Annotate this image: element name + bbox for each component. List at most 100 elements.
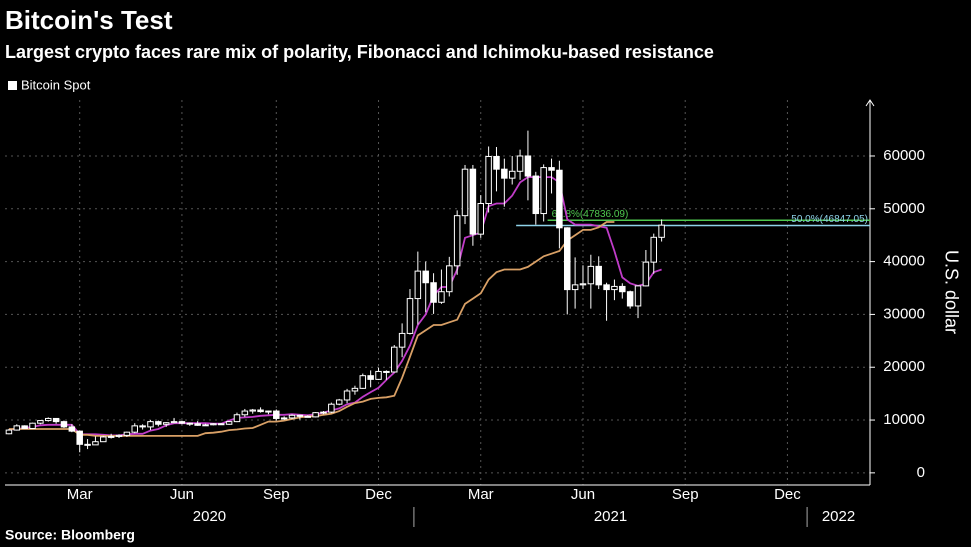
candle-body [650, 236, 658, 263]
candle-body [571, 284, 579, 291]
candle-body [217, 423, 225, 426]
year-label: 2022 [822, 508, 855, 525]
candle-body [178, 421, 186, 424]
candle-body [548, 167, 555, 171]
candle-body [540, 167, 547, 215]
x-tick-label: Mar [468, 486, 494, 503]
candle-body [508, 170, 516, 179]
candle-body [579, 283, 587, 286]
candle-body [524, 155, 532, 177]
candle-body [493, 156, 500, 170]
candle-body [626, 291, 634, 307]
y-tick-label: 0 [917, 464, 925, 481]
candle-body [265, 410, 272, 413]
year-label: 2020 [193, 508, 226, 525]
source: Source: Bloomberg [5, 527, 135, 543]
candle-body [485, 156, 492, 205]
candle-body [532, 175, 540, 215]
candle-body [430, 282, 437, 303]
candle-body [556, 169, 563, 229]
candle-body [320, 411, 327, 414]
candle-body [29, 422, 36, 429]
candle-body [100, 436, 107, 443]
y-tick-label: 10000 [883, 411, 925, 428]
candle-body [658, 224, 665, 238]
legend-swatch [8, 81, 17, 90]
candle-body [312, 412, 319, 418]
x-tick-label: Jun [170, 486, 194, 503]
candle-body [68, 426, 76, 432]
candle-body [328, 403, 335, 413]
candle-body [5, 429, 13, 435]
candle-body [453, 215, 461, 267]
candle-body [587, 265, 595, 285]
candle-body [186, 422, 194, 425]
y-tick-label: 40000 [883, 253, 925, 270]
candle-body [390, 346, 398, 373]
candle-body [21, 425, 28, 429]
y-axis-title: U.S. dollar [941, 250, 961, 334]
candle-body [469, 168, 477, 235]
candle-body [335, 399, 343, 405]
candle-body [13, 425, 21, 431]
candle-body [257, 409, 264, 413]
x-tick-label: Jun [571, 486, 595, 503]
candle-body [383, 370, 390, 373]
x-tick-label: Sep [263, 486, 290, 503]
y-tick-label: 60000 [883, 147, 925, 164]
candle-body [359, 375, 367, 389]
candle-body [343, 390, 351, 401]
candle-body [273, 410, 280, 419]
y-tick-label: 30000 [883, 305, 925, 322]
candle-body [37, 420, 44, 424]
candle-body [44, 417, 52, 422]
candle-body [76, 430, 83, 445]
candle-body [249, 409, 256, 412]
candle-body [210, 423, 217, 426]
candle-body [123, 431, 131, 436]
x-tick-label: Sep [672, 486, 699, 503]
candle-body [563, 227, 571, 291]
candle-body [438, 291, 445, 303]
candle-body [155, 421, 162, 425]
candle-body [233, 414, 241, 423]
candle-body [225, 421, 233, 425]
candle-body [477, 203, 485, 235]
candle-body [147, 421, 154, 428]
candle-body [422, 270, 429, 284]
candle-body [52, 417, 60, 423]
year-label: 2021 [594, 508, 627, 525]
candle-body [461, 168, 469, 217]
candle-body [115, 434, 123, 437]
x-tick-label: Dec [365, 486, 392, 503]
candle-body [398, 332, 406, 348]
candle-body [414, 270, 422, 300]
candle-body [595, 265, 602, 286]
candle-body [92, 441, 99, 446]
candle-body [446, 265, 453, 293]
candle-body [241, 410, 249, 416]
candle-body [280, 417, 288, 420]
candle-body [60, 421, 68, 428]
candle-body [162, 422, 170, 425]
candle-body [642, 261, 650, 287]
candle-body [84, 443, 91, 446]
candle-body [375, 370, 382, 380]
candle-body [406, 298, 414, 334]
candle-body [170, 421, 178, 424]
x-tick-label: Mar [67, 486, 93, 503]
candle-body [194, 423, 201, 426]
legend-label: Bitcoin Spot [21, 77, 91, 92]
candle-body [304, 415, 312, 418]
candle-body [202, 424, 209, 427]
candle-body [296, 414, 304, 417]
fib-label: 61.8%(47836.09) [552, 209, 629, 220]
chart-title: Bitcoin's Test [5, 5, 173, 35]
x-tick-label: Dec [774, 486, 801, 503]
candle-body [288, 414, 296, 419]
axis-arrow [865, 99, 875, 107]
fib-label: 50.0%(46847.05) [791, 214, 868, 225]
candle-body [131, 425, 139, 433]
